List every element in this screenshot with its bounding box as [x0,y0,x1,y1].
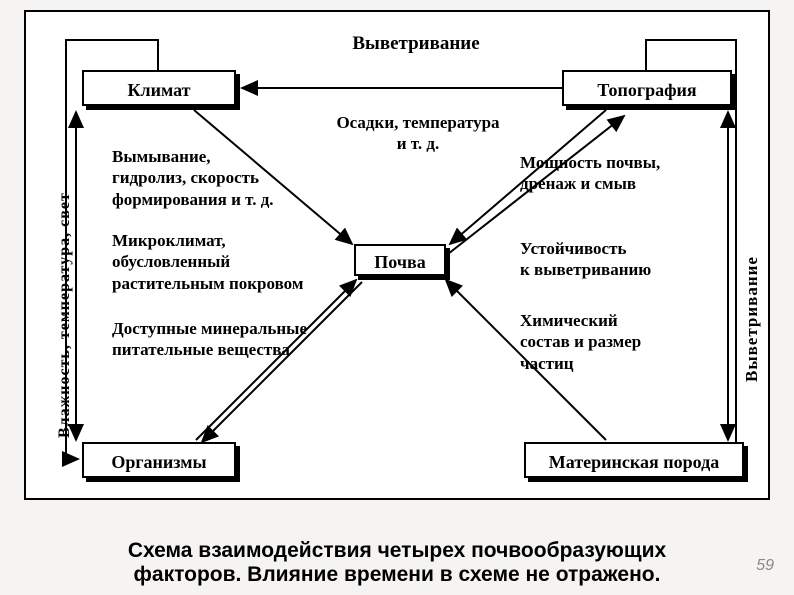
label-left-axis: Влажность, температура, свет [56,128,74,438]
diagram-frame: Климат Топография Почва Организмы Матери… [24,10,770,500]
node-organisms-label: Организмы [111,452,206,472]
node-topography: Топография [562,70,732,106]
node-parent: Материнская порода [524,442,744,478]
node-organisms: Организмы [82,442,236,478]
caption-line2: факторов. Влияние времени в схеме не отр… [0,563,794,587]
node-parent-label: Материнская порода [549,452,719,472]
node-climate-label: Климат [127,80,190,100]
label-org-soil2: Доступные минеральныепитательные веществ… [112,318,352,361]
node-soil: Почва [354,244,446,276]
label-parent-soil: Химическийсостав и размерчастиц [520,310,700,374]
label-right-axis: Выветривание [742,202,762,382]
label-topo-soil: Мощность почвы,дренаж и смыв [520,152,740,195]
node-soil-label: Почва [374,252,425,272]
label-climate-soil: Вымывание,гидролиз, скоростьформирования… [112,146,342,210]
edge-soil-to-org [202,282,362,442]
caption: Схема взаимодействия четырех почвообразу… [0,539,794,587]
page-number: 59 [756,557,774,575]
label-soil-topo: Устойчивостьк выветриванию [520,238,720,281]
caption-line1: Схема взаимодействия четырех почвообразу… [0,539,794,563]
label-org-soil: Микроклимат,обусловленныйрастительным по… [112,230,352,294]
node-climate: Климат [82,70,236,106]
node-topography-label: Топография [597,80,696,100]
label-top: Выветривание [336,32,496,56]
